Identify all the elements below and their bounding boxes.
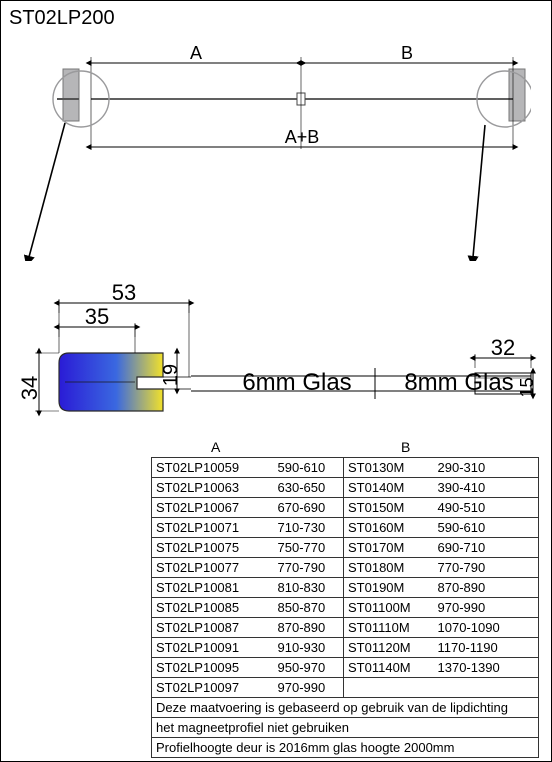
table-row: ST02LP10095950-970ST01140M1370-1390 [152,658,539,678]
cell-b_code: ST01120M [344,638,432,658]
cell-a_dim: 910-930 [264,638,344,658]
cell-a_code: ST02LP10085 [152,598,264,618]
cell-a_dim: 750-770 [264,538,344,558]
label-6mm-glass: 6mm Glas [242,369,351,396]
cell-b_code: ST0180M [344,558,432,578]
size-table: ST02LP10059590-610ST0130M290-310ST02LP10… [151,457,539,758]
cell-b_dim: 1070-1090 [432,618,539,638]
cell-a_code: ST02LP10075 [152,538,264,558]
table-row: ST02LP10059590-610ST0130M290-310 [152,458,539,478]
table-row: ST02LP10085850-870ST01100M970-990 [152,598,539,618]
table-row: ST02LP10077770-790ST0180M770-790 [152,558,539,578]
dim-19: 19 [160,364,182,386]
dim-35: 35 [85,304,109,329]
cell-b_dim: 590-610 [432,518,539,538]
cell-a_code: ST02LP10059 [152,458,264,478]
note-text: Profielhoogte deur is 2016mm glas hoogte… [152,738,539,758]
table-row: ST02LP10075750-770ST0170M690-710 [152,538,539,558]
cell-a_code: ST02LP10081 [152,578,264,598]
cell-a_dim: 630-650 [264,478,344,498]
dim-label-b: B [401,43,413,63]
label-8mm-glass: 8mm Glas [404,369,513,396]
cell-b_dim: 490-510 [432,498,539,518]
table-row: ST02LP10081810-830ST0190M870-890 [152,578,539,598]
cell-a_code: ST02LP10067 [152,498,264,518]
dim-53: 53 [112,281,136,305]
cell-a_code: ST02LP10091 [152,638,264,658]
table-row: ST02LP10091910-930ST01120M1170-1190 [152,638,539,658]
cell-b_dim: 690-710 [432,538,539,558]
cell-b_code: ST01100M [344,598,432,618]
cell-a_dim: 970-990 [264,678,344,698]
note-text: het magneetprofiel niet gebruiken [152,718,539,738]
sizes-panel: A B ST02LP10059590-610ST0130M290-310ST02… [151,437,539,758]
cell-a_dim: 950-970 [264,658,344,678]
dim-15: 15 [517,377,537,397]
cell-b_dim: 1170-1190 [432,638,539,658]
note-row: het magneetprofiel niet gebruiken [152,718,539,738]
column-header-b: B [349,439,539,455]
leader-left [29,123,65,257]
cell-b_code: ST0150M [344,498,432,518]
cell-b_code: ST0140M [344,478,432,498]
dim-label-a: A [190,43,202,63]
table-row: ST02LP10071710-730ST0160M590-610 [152,518,539,538]
drawing-title: ST02LP200 [9,7,115,30]
cell-a_code: ST02LP10077 [152,558,264,578]
cell-a_dim: 770-790 [264,558,344,578]
top-schematic: A B A+B [21,39,531,261]
dim-34: 34 [21,376,42,400]
table-row: ST02LP10067670-690ST0150M490-510 [152,498,539,518]
table-row: ST02LP10063630-650ST0140M390-410 [152,478,539,498]
cell-a_dim: 870-890 [264,618,344,638]
dim-label-ab: A+B [285,127,320,147]
cell-b_code: ST0160M [344,518,432,538]
cell-b_dim: 970-990 [432,598,539,618]
cell-b_code [344,678,432,698]
cell-a_dim: 810-830 [264,578,344,598]
column-header-a: A [151,439,349,455]
cell-b_dim: 770-790 [432,558,539,578]
left-wall-bracket [63,69,79,121]
cell-a_dim: 670-690 [264,498,344,518]
cell-b_dim [432,678,539,698]
cell-b_dim: 390-410 [432,478,539,498]
profile-cross-section: 6mm Glas 8mm Glas 5335 19 34 3215 [21,281,541,441]
cell-a_code: ST02LP10097 [152,678,264,698]
cell-b_dim: 290-310 [432,458,539,478]
note-row: Deze maatvoering is gebaseerd op gebruik… [152,698,539,718]
note-row: Profielhoogte deur is 2016mm glas hoogte… [152,738,539,758]
cell-a_dim: 590-610 [264,458,344,478]
table-row: ST02LP10097970-990 [152,678,539,698]
cell-b_dim: 1370-1390 [432,658,539,678]
cell-b_code: ST01110M [344,618,432,638]
table-row: ST02LP10087870-890ST01110M1070-1090 [152,618,539,638]
cell-a_code: ST02LP10063 [152,478,264,498]
technical-drawing-page: ST02LP200 ABA+B 6mm Glas8mm Glas53351934… [0,0,552,762]
cell-b_code: ST0130M [344,458,432,478]
leader-right [473,125,485,257]
cell-a_code: ST02LP10087 [152,618,264,638]
cell-a_code: ST02LP10095 [152,658,264,678]
cell-a_dim: 850-870 [264,598,344,618]
cell-b_code: ST0170M [344,538,432,558]
cell-b_code: ST0190M [344,578,432,598]
cell-a_dim: 710-730 [264,518,344,538]
cell-a_code: ST02LP10071 [152,518,264,538]
cell-b_code: ST01140M [344,658,432,678]
dim-32: 32 [491,335,515,360]
note-text: Deze maatvoering is gebaseerd op gebruik… [152,698,539,718]
cell-b_dim: 870-890 [432,578,539,598]
table-header-row: A B [151,437,539,457]
